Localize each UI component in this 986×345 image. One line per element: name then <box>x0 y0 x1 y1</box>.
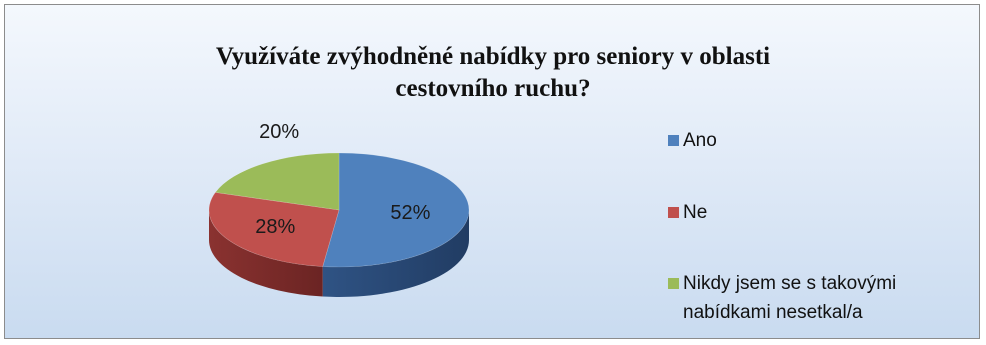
pie-slice-ano <box>322 152 470 268</box>
legend-swatch-ne <box>668 207 679 218</box>
pie-side-ne <box>209 210 323 297</box>
legend-label-ano: Ano <box>683 130 717 151</box>
chart-area: Využíváte zvýhodněné nabídky pro seniory… <box>4 4 980 339</box>
legend-label-nikdy-line-1: Nikdy jsem se s takovými <box>683 273 897 294</box>
data-label-ne: 28% <box>255 216 295 238</box>
legend-item-nikdy: Nikdy jsem se s takovými nabídkami neset… <box>668 269 896 327</box>
chart-title: Využíváte zvýhodněné nabídky pro seniory… <box>5 41 979 105</box>
legend-swatch-nikdy <box>668 278 679 289</box>
pie-slice-nikdy <box>214 152 340 211</box>
pie-slice-ne <box>208 192 340 267</box>
chart-title-line-2: cestovního ruchu? <box>395 75 591 102</box>
legend-item-ano: Ano <box>668 126 717 155</box>
legend-label-nikdy-line-2: nabídkami nesetkal/a <box>683 302 863 323</box>
data-label-ano: 52% <box>390 202 430 224</box>
pie-side-ano <box>322 210 469 297</box>
chart-title-line-1: Využíváte zvýhodněné nabídky pro seniory… <box>215 43 771 70</box>
legend-label-ne: Ne <box>683 202 708 223</box>
legend-swatch-ano <box>668 135 679 146</box>
legend-label-nikdy: Nikdy jsem se s takovými nabídkami neset… <box>683 269 896 327</box>
legend-item-ne: Ne <box>668 198 707 227</box>
pie-chart: 52% 28% 20% <box>208 121 470 297</box>
data-label-nikdy: 20% <box>259 121 299 143</box>
